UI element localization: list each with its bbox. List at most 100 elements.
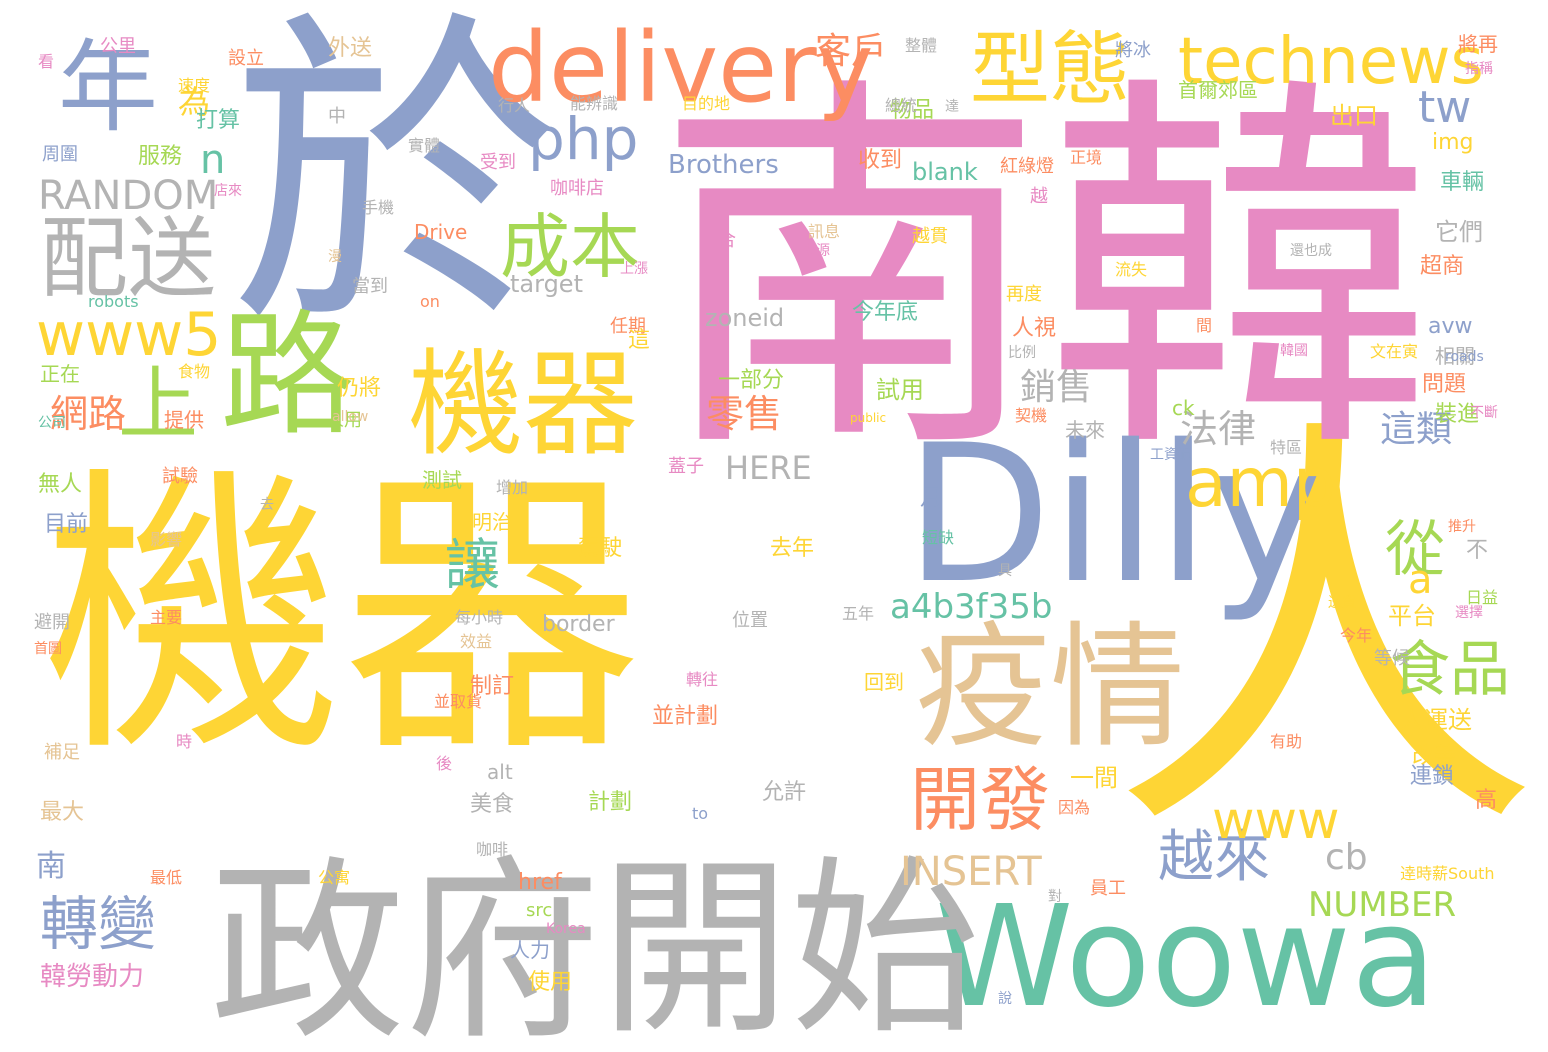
word: 逹時薪South (1400, 864, 1495, 883)
word: HERE (725, 449, 812, 487)
word: 對 (1048, 889, 1062, 905)
word: 周圍 (42, 144, 78, 165)
word: 咖啡 (476, 840, 509, 859)
word: 今年底 (852, 300, 919, 325)
word: 具 (998, 563, 1012, 579)
word: 中 (328, 106, 346, 127)
word: 車輛 (1440, 170, 1485, 195)
word: 正境 (1070, 148, 1103, 167)
word: 美食 (470, 792, 515, 817)
word: 速度 (178, 76, 211, 95)
word: border (542, 612, 615, 637)
word: 將冰 (1115, 40, 1151, 61)
word: 三明治 (452, 510, 512, 534)
word: 它們 (1435, 218, 1483, 246)
word: 不 (1466, 538, 1489, 563)
word: 總統 (885, 96, 918, 115)
word: 最大 (40, 800, 85, 825)
word: 從 (1385, 515, 1445, 585)
word: 越 (1030, 186, 1048, 207)
word: 任期 (610, 316, 646, 337)
word: 位置 (732, 610, 768, 631)
word: 整體 (905, 36, 938, 55)
word: 說 (998, 991, 1012, 1007)
word: 超商 (1420, 254, 1465, 279)
word: 特區 (1270, 438, 1303, 457)
word: 增加 (496, 478, 529, 497)
word: 外送 (328, 36, 373, 61)
word: 轉往 (686, 670, 719, 689)
word: 公里 (100, 36, 136, 57)
word: 南韓 (655, 46, 1435, 500)
word: technews (1178, 25, 1484, 99)
word: 不斷 (1470, 405, 1498, 421)
word: 南 (36, 849, 66, 884)
word: 讓 (445, 533, 501, 597)
word: 當到 (352, 276, 388, 297)
word: 政府 (210, 839, 600, 1052)
word: 食品 (1390, 635, 1510, 705)
word: 比例 (1008, 345, 1036, 361)
word: 主要 (150, 608, 183, 627)
word: 能辨識 (570, 94, 619, 113)
word: 韓勞動力 (40, 962, 145, 992)
word: 試驗 (162, 466, 198, 487)
word: 契機 (1015, 406, 1048, 425)
word: 手機 (362, 198, 395, 217)
word: 收到 (858, 148, 903, 173)
word: to (692, 804, 709, 823)
word: 出口 (1330, 102, 1378, 130)
word: 並取貨 (434, 692, 483, 711)
word: avw (1428, 314, 1473, 339)
word: Woowa (935, 876, 1437, 1039)
word: 短缺 (922, 528, 955, 547)
word: 未來 (1065, 418, 1105, 442)
word: ck (1172, 396, 1195, 420)
word: 轉變 (40, 890, 157, 958)
word: 制訂 (470, 674, 515, 699)
word: 改善 (1412, 744, 1457, 769)
word: 使用 (528, 970, 573, 995)
word: 目的地 (682, 94, 731, 113)
word: NUMBER (1308, 885, 1457, 925)
word: 正在 (40, 362, 80, 386)
word: on (420, 292, 440, 311)
word: 指稱 (1465, 61, 1493, 77)
word: 每小時 (455, 608, 504, 627)
word: 設立 (228, 48, 264, 69)
word: 一間 (1070, 764, 1118, 792)
word: Korea (546, 921, 586, 937)
word: 疫情 (915, 609, 1185, 766)
word: 網路 (50, 392, 127, 436)
word: 等候 (1374, 648, 1410, 669)
word: 最低 (150, 868, 183, 887)
word: 服務 (138, 144, 183, 169)
word: robots (88, 292, 139, 311)
word: 打算 (196, 108, 241, 133)
word: 實體 (408, 136, 441, 155)
word: 首爾郊區 (1178, 78, 1258, 102)
word: 裝進 (1435, 402, 1480, 427)
word: INSERT (900, 849, 1042, 895)
word: 將再 (1458, 32, 1498, 56)
word: 因為 (1058, 798, 1091, 817)
word: 影響 (150, 530, 183, 549)
word: 來源 (802, 243, 830, 259)
word: 後 (436, 754, 453, 773)
word: 合 (718, 230, 736, 251)
word: Brothers (668, 150, 779, 180)
word: 受到 (480, 152, 516, 173)
word: 五年 (842, 604, 875, 623)
word: 年 (58, 29, 158, 146)
word: 平台 (1388, 602, 1436, 630)
word: 物品 (890, 98, 935, 123)
word: a (1408, 557, 1433, 603)
word: 於 (230, 0, 560, 369)
word: RANDOM (38, 173, 219, 219)
word: img (1432, 130, 1474, 155)
word: 路 (220, 297, 355, 454)
word: 公寓 (318, 868, 351, 887)
word: 提供 (164, 408, 204, 432)
word: 越貫 (912, 226, 948, 247)
